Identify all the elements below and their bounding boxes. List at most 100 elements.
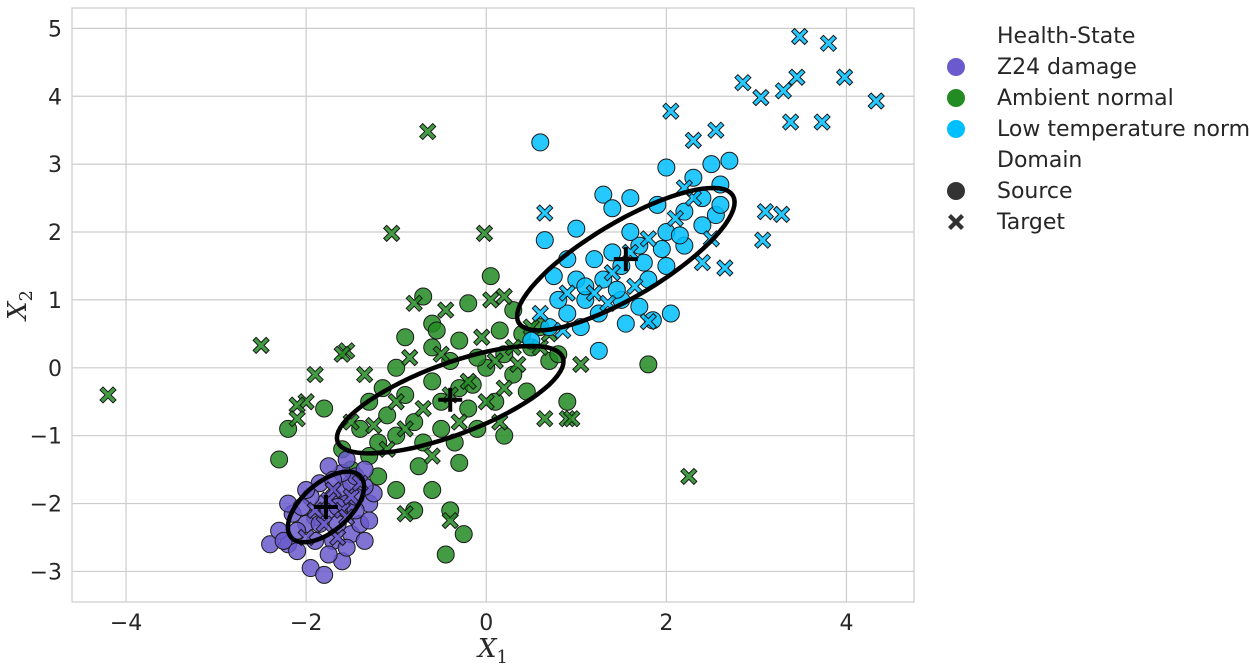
point-target-ambient-normal: [486, 352, 504, 370]
point-target-ambient-normal: [252, 336, 270, 355]
point-target-ambient-normal: [473, 328, 491, 346]
point-target-ambient-normal: [382, 224, 401, 243]
legend-label-z24-damage: Z24 damage: [997, 55, 1137, 80]
point-target-low-temperature-normal: [835, 68, 854, 86]
point-source-ambient-normal: [454, 525, 473, 544]
point-source-low-temperature-normal: [711, 195, 730, 214]
point-source-ambient-normal: [481, 267, 500, 286]
point-source-z24-damage: [315, 565, 334, 584]
point-target-ambient-normal: [99, 386, 117, 404]
point-source-ambient-normal: [436, 545, 455, 564]
y-tick-label: 3: [48, 153, 62, 178]
point-source-ambient-normal: [270, 450, 289, 469]
point-source-ambient-normal: [459, 399, 478, 418]
point-source-low-temperature-normal: [657, 256, 676, 275]
point-source-ambient-normal: [490, 321, 509, 340]
point-source-low-temperature-normal: [720, 151, 739, 170]
point-target-ambient-normal: [306, 365, 324, 384]
point-target-ambient-normal: [396, 420, 414, 438]
point-target-ambient-normal: [680, 467, 698, 486]
point-target-ambient-normal: [563, 410, 581, 428]
point-target-ambient-normal: [459, 372, 477, 391]
legend-marker-target: [948, 214, 964, 230]
point-target-ambient-normal: [423, 447, 441, 465]
point-target-low-temperature-normal: [639, 312, 658, 331]
point-target-ambient-normal: [495, 287, 513, 306]
point-source-low-temperature-normal: [607, 280, 626, 299]
point-source-low-temperature-normal: [693, 216, 712, 235]
point-source-ambient-normal: [387, 480, 406, 499]
point-source-low-temperature-normal: [594, 185, 613, 204]
point-target-ambient-normal: [432, 345, 450, 363]
data-points: [99, 27, 885, 584]
point-target-low-temperature-normal: [756, 202, 775, 221]
point-target-low-temperature-normal: [788, 68, 806, 86]
covariance-ellipses: [285, 185, 737, 545]
point-target-low-temperature-normal: [754, 231, 772, 249]
point-target-low-temperature-normal: [716, 259, 734, 277]
point-source-low-temperature-normal: [603, 243, 622, 262]
point-source-ambient-normal: [315, 399, 334, 418]
legend-label-target: Target: [996, 210, 1065, 235]
point-target-low-temperature-normal: [867, 92, 885, 110]
point-source-z24-damage: [360, 511, 379, 530]
point-target-low-temperature-normal: [558, 284, 577, 302]
point-target-ambient-normal: [400, 348, 419, 367]
point-target-low-temperature-normal: [666, 209, 685, 228]
point-target-ambient-normal: [355, 365, 374, 384]
y-tick-label: 2: [48, 221, 62, 246]
x-tick-label: 0: [479, 611, 493, 636]
point-source-low-temperature-normal: [603, 199, 622, 218]
point-source-ambient-normal: [639, 355, 658, 374]
mean-plus-marker: [313, 494, 338, 519]
tick-labels: −4 −2 0 2 4 −3 −2 −1 0 1 2 3 4 5: [30, 17, 854, 636]
point-target-ambient-normal: [441, 511, 459, 530]
legend-hue-title: Health-State: [997, 24, 1135, 49]
point-target-low-temperature-normal: [813, 113, 831, 131]
point-source-low-temperature-normal: [585, 250, 604, 269]
legend-marker-ambient-normal: [947, 89, 965, 107]
point-target-low-temperature-normal: [734, 73, 752, 92]
x-tick-label: −2: [290, 611, 322, 636]
legend-marker-low-temperature-normal: [947, 120, 965, 138]
point-source-z24-damage: [288, 542, 307, 561]
point-target-low-temperature-normal: [531, 304, 549, 323]
mean-markers: [313, 247, 638, 519]
point-target-z24-damage: [315, 515, 333, 533]
point-target-low-temperature-normal: [819, 34, 838, 53]
point-target-ambient-normal: [288, 410, 306, 428]
point-target-ambient-normal: [450, 413, 468, 431]
point-source-low-temperature-normal: [621, 223, 640, 242]
point-source-ambient-normal: [558, 392, 577, 411]
y-tick-label: 4: [48, 85, 62, 110]
y-axis-label: X2: [3, 290, 37, 322]
point-source-low-temperature-normal: [670, 226, 689, 245]
point-source-ambient-normal: [423, 480, 442, 499]
point-source-low-temperature-normal: [657, 158, 676, 177]
point-target-ambient-normal: [419, 122, 437, 141]
point-target-low-temperature-normal: [772, 205, 791, 224]
point-target-ambient-normal: [495, 379, 513, 397]
point-target-ambient-normal: [333, 345, 351, 363]
covariance-ellipse: [514, 185, 737, 333]
point-target-ambient-normal: [364, 416, 383, 435]
point-target-ambient-normal: [475, 224, 494, 243]
y-tick-label: −1: [30, 425, 62, 450]
point-target-low-temperature-normal: [603, 264, 622, 282]
point-target-ambient-normal: [405, 294, 423, 313]
point-source-low-temperature-normal: [634, 253, 653, 272]
point-target-low-temperature-normal: [752, 88, 770, 107]
point-source-low-temperature-normal: [616, 314, 635, 333]
mean-plus-marker: [438, 387, 463, 412]
y-tick-label: 0: [48, 357, 62, 382]
legend: Health-State Z24 damage Ambient normal L…: [947, 24, 1250, 235]
x-tick-label: 2: [659, 611, 673, 636]
point-source-low-temperature-normal: [567, 219, 586, 238]
point-target-ambient-normal: [396, 505, 414, 523]
point-target-ambient-normal: [536, 410, 554, 428]
x-axis-label: X1: [476, 634, 508, 668]
point-source-low-temperature-normal: [621, 189, 640, 208]
point-target-ambient-normal: [437, 301, 455, 319]
point-source-ambient-normal: [378, 406, 397, 425]
